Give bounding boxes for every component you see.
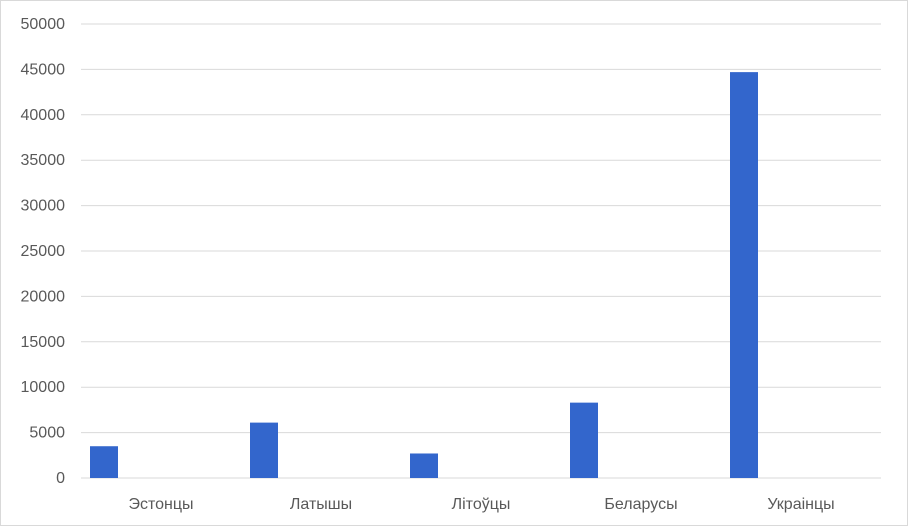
y-axis: 0 5000 10000 15000 20000 25000 30000 35000 40000…: [21, 16, 66, 487]
gridlines: [81, 23, 881, 479]
x-category-label: Латышы: [290, 496, 352, 513]
y-tick-label: 50000: [21, 16, 66, 33]
x-category-label: Украінцы: [767, 496, 834, 513]
x-axis: Эстонцы Латышы Літоўцы Беларусы Украінцы: [128, 496, 834, 513]
y-tick-label: 5000: [29, 425, 65, 442]
y-tick-label: 35000: [21, 152, 66, 169]
y-tick-label: 30000: [21, 198, 66, 215]
y-tick-label: 45000: [21, 61, 66, 78]
y-tick-label: 40000: [21, 107, 66, 124]
bar: [410, 453, 438, 478]
y-tick-label: 10000: [21, 379, 66, 396]
x-category-label: Эстонцы: [128, 496, 193, 513]
bars: [90, 72, 758, 479]
y-tick-label: 0: [56, 470, 65, 487]
y-tick-label: 25000: [21, 243, 66, 260]
y-tick-label: 20000: [21, 288, 66, 305]
x-category-label: Беларусы: [604, 496, 677, 513]
bar: [90, 446, 118, 478]
bar: [570, 402, 598, 478]
bar: [250, 422, 278, 478]
x-category-label: Літоўцы: [452, 496, 511, 513]
bar: [730, 72, 758, 479]
y-tick-label: 15000: [21, 334, 66, 351]
